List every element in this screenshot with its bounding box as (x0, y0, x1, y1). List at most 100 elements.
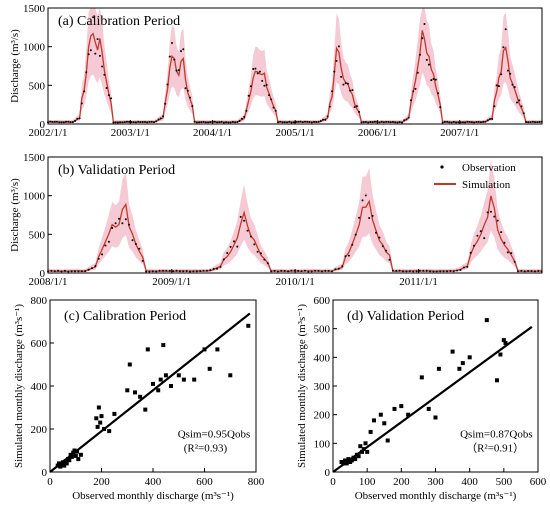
x-tick-label: 600 (530, 476, 547, 488)
observation-point (111, 227, 114, 229)
x-tick-label: 300 (427, 476, 444, 488)
observation-point (96, 38, 99, 41)
scatter-point (94, 416, 99, 421)
observation-points-b (47, 194, 543, 273)
observation-point (405, 118, 408, 121)
observation-point (391, 269, 394, 272)
y-tick-label: 1500 (23, 152, 46, 164)
scatter-point (76, 457, 81, 462)
observation-point (489, 210, 492, 213)
x-tick-label: 2002/1/1 (28, 127, 67, 139)
scatter-point (62, 463, 67, 468)
panel-title-a: (a) Calibration Period (58, 14, 180, 29)
observation-point (297, 120, 300, 123)
observation-point (486, 119, 489, 122)
observation-point (185, 270, 188, 273)
scatter-point (112, 411, 117, 416)
scatter-point (156, 388, 161, 393)
observation-point (121, 222, 124, 225)
scatter-point (365, 449, 370, 454)
observation-point (354, 233, 357, 236)
fit-r2-d: （R²=0.91） (466, 442, 524, 455)
observation-point (299, 120, 302, 123)
observation-point (368, 217, 371, 219)
x-tick-label: 2004/1/1 (193, 127, 232, 139)
observation-point (351, 243, 354, 246)
observation-point (89, 49, 92, 52)
observation-point (276, 270, 279, 273)
observation-point (473, 121, 476, 124)
panel-c: 0 200 400 600 800 0 200 400 600 800 (c) Calibratio… (13, 295, 265, 502)
observation-point (398, 269, 401, 272)
observation-point (456, 269, 459, 272)
observation-point (58, 121, 61, 124)
observation-point (159, 117, 162, 120)
observation-point (310, 121, 313, 124)
observation-point (112, 121, 115, 124)
observation-point (83, 90, 86, 93)
observation-point (331, 270, 333, 273)
observation-point (63, 269, 66, 272)
observation-point (157, 118, 160, 121)
observation-point (475, 120, 478, 123)
observation-point (462, 266, 465, 269)
observation-point (202, 269, 205, 272)
observation-point (279, 120, 282, 123)
scatter-point (68, 452, 73, 457)
observation-point (362, 121, 365, 124)
observation-point (148, 120, 151, 123)
observation-point (518, 99, 521, 102)
observation-point (425, 58, 428, 61)
observation-point (274, 109, 277, 112)
observation-point (434, 78, 437, 81)
observation-point (527, 121, 530, 124)
observation-point (388, 258, 391, 261)
observation-point (209, 121, 212, 123)
scatter-point (392, 406, 397, 411)
scatter-point (78, 452, 83, 457)
observation-point (283, 269, 286, 272)
y-tick-label: 300 (314, 381, 331, 393)
observation-point (333, 70, 336, 73)
observation-point (418, 269, 421, 272)
observation-point (172, 270, 175, 273)
observation-point (347, 254, 350, 257)
observation-point (412, 90, 415, 93)
observation-point (218, 121, 221, 124)
observation-point (500, 231, 503, 234)
observation-point (317, 120, 320, 123)
x-tick-label: 200 (93, 476, 110, 488)
observation-point (351, 89, 354, 92)
observation-point (484, 120, 487, 123)
observation-point (322, 118, 325, 121)
scatter-point (169, 384, 173, 388)
observation-point (173, 58, 176, 61)
observation-point (510, 252, 513, 255)
observation-point (71, 121, 74, 124)
observation-point (531, 120, 534, 123)
observation-point (110, 97, 113, 100)
observation-point (53, 120, 56, 123)
observation-point (107, 240, 110, 243)
observation-point (385, 120, 388, 123)
observation-point (407, 116, 410, 119)
fit-equation-c: Qsim=0.95Qobs (178, 429, 251, 441)
x-tick-label: 0 (47, 476, 53, 488)
x-tick-label: 2006/1/1 (358, 127, 397, 139)
y-tick-label: 600 (31, 338, 48, 350)
observation-point (435, 270, 438, 273)
observation-point (469, 251, 472, 254)
observation-point (317, 269, 320, 272)
observation-point (69, 121, 72, 124)
observation-point (76, 117, 79, 120)
scatter-point (341, 461, 346, 466)
observation-point (266, 262, 269, 265)
y-tick-label: 500 (314, 324, 331, 336)
y-tick-label: 1500 (23, 3, 46, 15)
observation-point (525, 121, 527, 123)
x-tick-label: 2003/1/1 (111, 127, 150, 139)
y-tick-label: 0 (325, 467, 331, 479)
observation-point (263, 258, 266, 261)
observation-point (405, 270, 408, 273)
observation-point (238, 120, 241, 122)
